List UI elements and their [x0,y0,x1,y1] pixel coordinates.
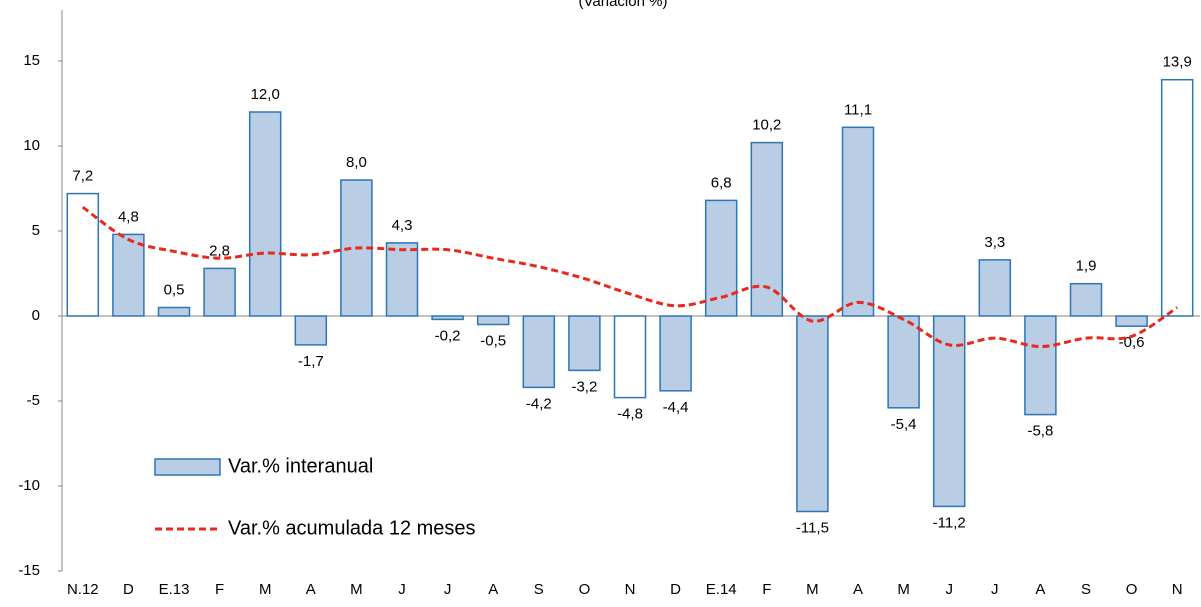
legend-swatch [154,458,221,476]
data-label: 2,8 [209,242,230,259]
data-label: 4,3 [392,217,413,234]
x-tick-label: M [259,581,272,598]
data-label: 10,2 [752,117,781,134]
x-tick-label: J [991,581,999,598]
data-label: 1,9 [1076,258,1097,275]
bar [1069,282,1103,317]
bar [932,315,966,508]
bar [796,315,829,513]
y-tick-label: 0 [32,307,40,324]
x-tick-label: J [398,581,406,598]
bar [431,315,464,321]
bar [978,259,1012,317]
data-label: -11,2 [933,514,966,531]
x-tick-label: J [444,581,452,598]
y-tick-label: 15 [23,52,40,69]
y-tick-label: -5 [27,392,40,409]
y-tick-label: 10 [23,137,40,154]
bar [203,267,236,317]
bar [66,192,100,317]
x-tick-label: N.12 [67,581,99,598]
y-tick-label: 5 [32,222,40,239]
data-label: -4,2 [526,395,552,412]
y-tick-label: -10 [18,477,40,494]
x-tick-label: E.13 [159,581,190,598]
bar [1160,78,1194,317]
x-tick-label: A [853,581,863,598]
x-tick-label: J [945,581,953,598]
data-label: 7,2 [72,168,93,185]
legend-label: Var.% interanual [228,455,373,477]
x-tick-label: D [670,581,681,598]
x-tick-label: N [625,581,636,598]
bar [1024,315,1057,416]
data-label: 6,8 [711,174,732,191]
data-label: 4,8 [118,208,139,225]
data-label: -0,2 [435,327,461,344]
bar [385,242,419,317]
x-tick-label: F [215,581,224,598]
bar [476,315,510,326]
x-tick-label: S [534,581,544,598]
bar [841,126,875,317]
line [81,205,1179,349]
x-tick-label: O [1126,581,1138,598]
x-tick-label: A [1035,581,1045,598]
bar [522,315,556,389]
data-label: 13,9 [1163,54,1192,71]
x-tick-label: A [306,581,316,598]
x-tick-label: O [579,581,591,598]
data-label: -3,2 [571,378,597,395]
x-tick-label: M [897,581,910,598]
y-tick-label: -15 [18,562,40,579]
bar [112,233,145,317]
bar [248,111,282,317]
data-label: -4,4 [663,399,689,416]
data-label: -4,8 [617,406,643,423]
data-label: -5,8 [1027,423,1053,440]
x-tick-label: M [806,581,819,598]
x-tick-label: A [488,581,498,598]
data-label: -0,5 [480,332,506,349]
bar [750,141,784,317]
data-label: 12,0 [251,86,280,103]
x-tick-label: S [1081,581,1091,598]
x-tick-label: D [123,581,134,598]
bar [1115,315,1148,327]
data-label: 11,1 [844,101,872,118]
bar [568,315,601,372]
bar [294,315,328,346]
bar [659,315,692,392]
x-tick-label: F [762,581,771,598]
x-tick-label: N [1172,581,1183,598]
bar [157,306,191,317]
x-tick-label: E.14 [706,581,737,598]
data-label: 3,3 [984,234,1005,251]
data-label: -1,7 [298,353,324,370]
legend-label: Var.% acumulada 12 meses [228,517,476,539]
bar [613,315,647,399]
bar [887,315,920,409]
data-label: 0,5 [164,281,185,298]
x-tick-label: M [350,581,363,598]
chart-title: (Variación %) [579,0,668,10]
data-label: -11,5 [796,519,829,536]
data-label: -5,4 [891,416,917,433]
data-label: 8,0 [346,154,367,171]
